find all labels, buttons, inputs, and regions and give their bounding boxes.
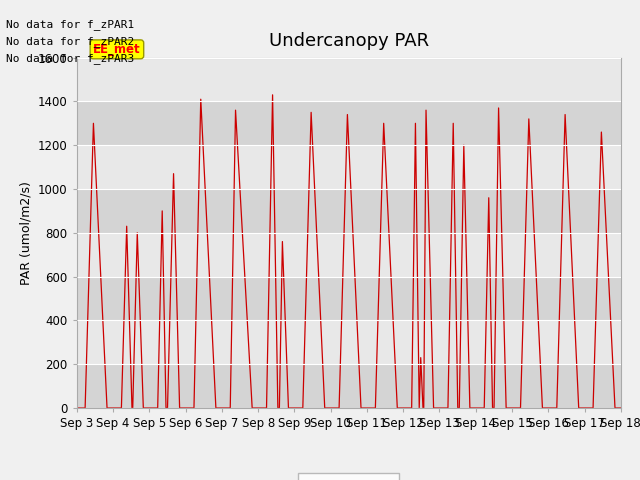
Text: No data for f_zPAR2: No data for f_zPAR2 [6,36,134,47]
Bar [77,364,621,408]
Bar [77,58,621,101]
Bar [77,321,621,364]
Bar [77,233,621,276]
Text: No data for f_zPAR1: No data for f_zPAR1 [6,19,134,30]
Text: EE_met: EE_met [93,43,141,56]
Bar [77,145,621,189]
Bar [77,276,621,321]
Bar [77,101,621,145]
Y-axis label: PAR (umol/m2/s): PAR (umol/m2/s) [19,181,33,285]
Title: Undercanopy PAR: Undercanopy PAR [269,33,429,50]
Bar [77,189,621,233]
Text: No data for f_zPAR3: No data for f_zPAR3 [6,53,134,64]
Legend: PAR_in: PAR_in [298,473,399,480]
